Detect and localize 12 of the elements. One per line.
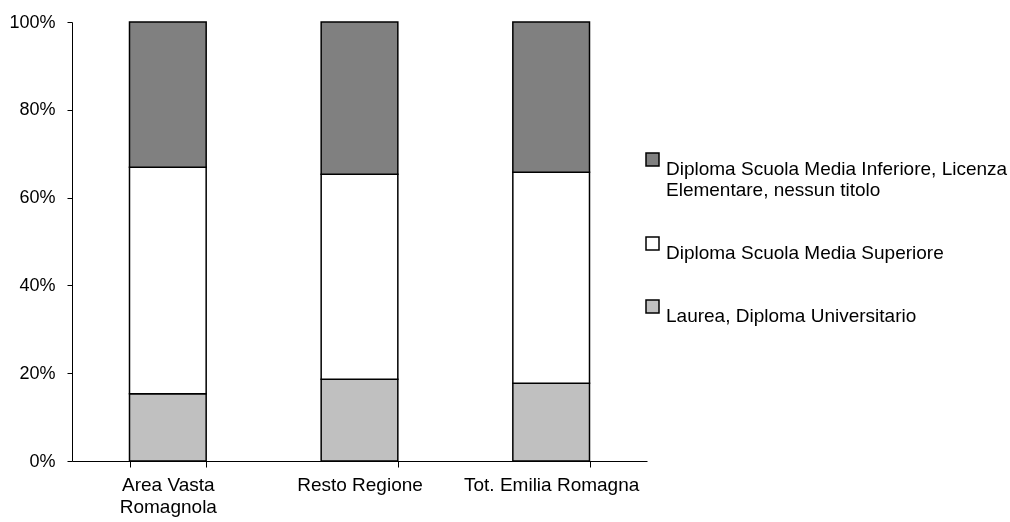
- legend-label: Laurea, Diploma Universitario: [666, 304, 917, 326]
- y-tick-label: 40%: [19, 274, 56, 295]
- y-tick-label: 0%: [29, 450, 56, 471]
- x-tick-label: Resto Regione: [297, 473, 423, 495]
- x-tick-label: Area Vasta Romagnola: [119, 473, 218, 517]
- legend-label: Diploma Scuola Media Superiore: [666, 241, 944, 263]
- y-tick-label: 60%: [19, 187, 56, 208]
- y-tick-label: 100%: [9, 11, 56, 32]
- y-tick-label: 20%: [19, 362, 56, 383]
- x-tick-label: Tot. Emilia Romagna: [464, 473, 640, 495]
- y-tick-label: 80%: [19, 99, 56, 120]
- legend-label: Diploma Scuola Media Inferiore, Licenza Elementare, nessun titolo: [666, 157, 1008, 200]
